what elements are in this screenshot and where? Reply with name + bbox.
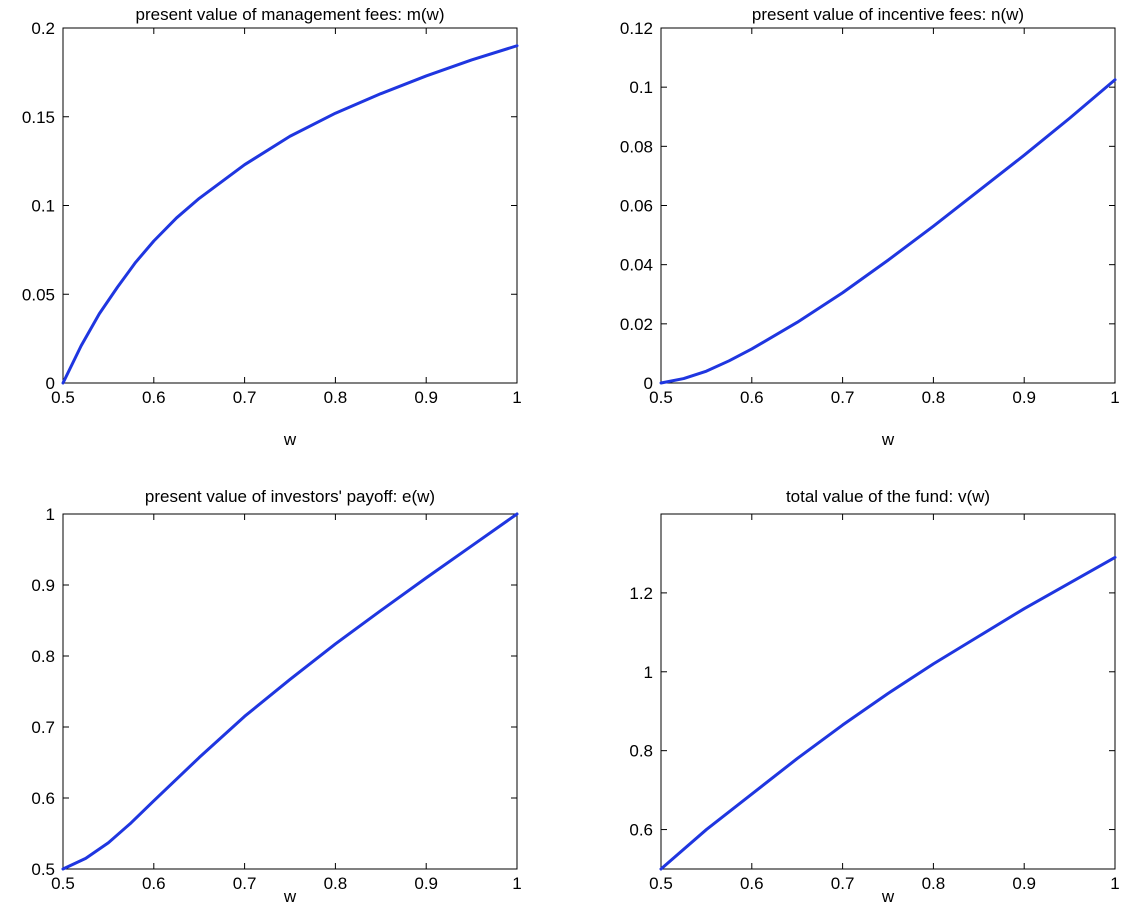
y-tick-label: 0.06: [620, 197, 653, 216]
y-tick-label: 0.04: [620, 256, 653, 275]
y-tick-label: 0.05: [22, 285, 55, 304]
x-tick-label: 0.5: [649, 388, 673, 407]
x-tick-label: 0.6: [740, 874, 764, 893]
x-axis-label: w: [283, 430, 297, 449]
series-line: [659, 555, 1117, 871]
y-tick-label: 0.6: [629, 821, 653, 840]
y-tick-label: 0.1: [31, 197, 55, 216]
chart-title: total value of the fund: v(w): [786, 487, 990, 506]
x-tick-label: 0.9: [1012, 388, 1036, 407]
x-tick-label: 1: [512, 874, 521, 893]
y-tick-label: 0.9: [31, 576, 55, 595]
plot-area-frame: [62, 27, 518, 384]
y-tick-label: 0.12: [620, 19, 653, 38]
y-tick-label: 0.5: [31, 860, 55, 879]
y-tick-label: 0.8: [629, 742, 653, 761]
x-tick-label: 0.7: [233, 874, 257, 893]
y-tick-label: 0.15: [22, 108, 55, 127]
y-tick-label: 0.6: [31, 789, 55, 808]
x-tick-label: 0.6: [142, 874, 166, 893]
x-tick-label: 0.6: [740, 388, 764, 407]
y-tick-label: 0.08: [620, 137, 653, 156]
y-tick-label: 0: [46, 374, 55, 393]
x-tick-label: 0.5: [649, 874, 673, 893]
plot-area-frame: [660, 27, 1116, 384]
y-tick-label: 0.1: [629, 78, 653, 97]
x-tick-label: 1: [1110, 388, 1119, 407]
x-tick-label: 0.9: [414, 388, 438, 407]
x-tick-label: 0.8: [324, 388, 348, 407]
x-tick-label: 0.7: [233, 388, 257, 407]
x-tick-label: 1: [512, 388, 521, 407]
x-tick-label: 0.7: [831, 874, 855, 893]
x-tick-label: 0.7: [831, 388, 855, 407]
plot-area-frame: [660, 513, 1116, 870]
x-tick-label: 0.9: [1012, 874, 1036, 893]
y-tick-label: 0.8: [31, 647, 55, 666]
y-tick-label: 0.02: [620, 315, 653, 334]
chart-title: present value of management fees: m(w): [136, 5, 445, 24]
x-tick-label: 0.8: [922, 388, 946, 407]
x-axis-label: w: [881, 430, 895, 449]
chart-panel-management-fees: present value of management fees: m(w) w…: [22, 5, 522, 449]
x-tick-label: 1: [1110, 874, 1119, 893]
chart-title: present value of incentive fees: n(w): [752, 5, 1024, 24]
y-tick-label: 0.7: [31, 718, 55, 737]
x-axis-label: w: [283, 887, 297, 905]
chart-title: present value of investors' payoff: e(w): [145, 487, 435, 506]
x-tick-label: 0.9: [414, 874, 438, 893]
plot-area-frame: [62, 513, 518, 870]
y-tick-label: 1.2: [629, 584, 653, 603]
x-tick-label: 0.8: [324, 874, 348, 893]
series-line: [61, 44, 519, 385]
x-tick-label: 0.5: [51, 874, 75, 893]
x-axis-label: w: [881, 887, 895, 905]
x-tick-label: 0.5: [51, 388, 75, 407]
chart-panel-incentive-fees: present value of incentive fees: n(w) w …: [620, 5, 1120, 449]
series-line: [659, 78, 1117, 385]
chart-panel-investors-payoff: present value of investors' payoff: e(w)…: [31, 487, 521, 905]
y-tick-label: 1: [644, 663, 653, 682]
chart-panel-total-fund-value: total value of the fund: v(w) w 0.5 0.6 0.…: [629, 487, 1119, 905]
x-tick-label: 0.6: [142, 388, 166, 407]
x-tick-label: 0.8: [922, 874, 946, 893]
y-tick-label: 0: [644, 374, 653, 393]
series-line: [61, 512, 519, 871]
y-tick-label: 0.2: [31, 19, 55, 38]
y-tick-label: 1: [46, 505, 55, 524]
